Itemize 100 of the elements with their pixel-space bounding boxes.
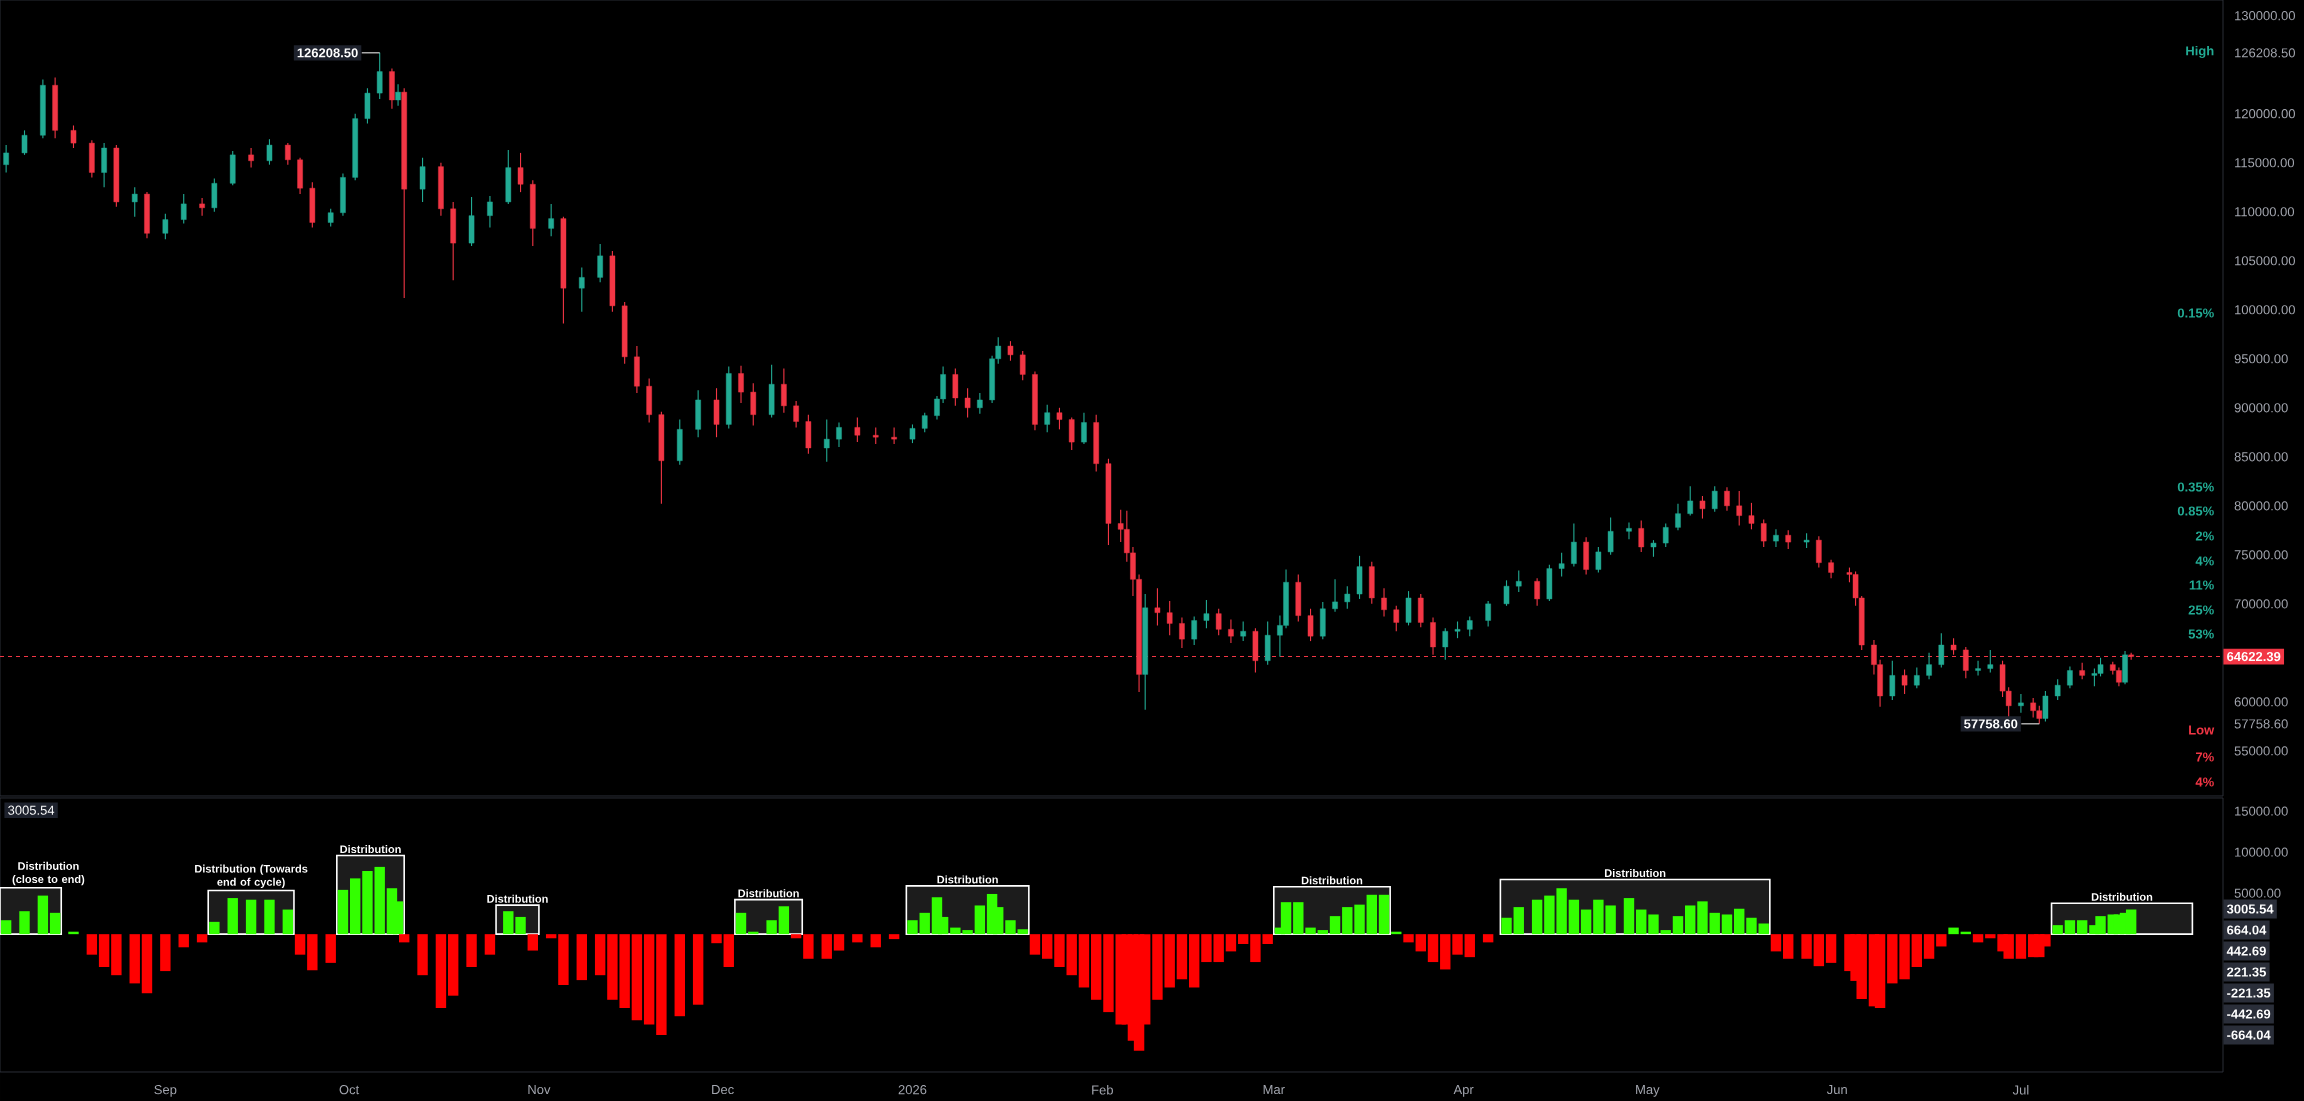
candlestick [1442, 627, 1449, 661]
candlestick [1191, 616, 1197, 646]
candlestick [1534, 577, 1540, 607]
candlestick [1901, 668, 1908, 695]
bar [1636, 909, 1647, 935]
bar [821, 934, 832, 959]
bar [417, 934, 428, 976]
candlestick [3, 144, 9, 174]
annotation: 0.15% [2177, 308, 2214, 318]
bar [1672, 916, 1684, 935]
bar [307, 934, 318, 971]
candlestick [1007, 340, 1014, 362]
y-tick-label: 70000.00 [2234, 599, 2288, 609]
bar [1580, 909, 1592, 935]
bar [0, 920, 12, 935]
bar [337, 889, 349, 935]
bar [1078, 934, 1090, 988]
annotation: 0.35% [2177, 482, 2214, 492]
bar [2015, 934, 2027, 959]
candlestick [1638, 519, 1645, 553]
bar [1403, 934, 1414, 943]
candlestick [1785, 529, 1791, 550]
y-tick-label: 85000.00 [2234, 452, 2288, 462]
annotation: 0.85% [2177, 506, 2214, 516]
bar [919, 912, 930, 935]
candlestick [1056, 407, 1063, 430]
bar [2076, 920, 2088, 935]
bar [1648, 914, 1659, 935]
bar [1342, 907, 1353, 935]
bar [196, 934, 208, 943]
band-label: Distribution [2091, 892, 2153, 901]
text: -442.69 [2227, 1009, 2271, 1019]
bar [790, 934, 802, 939]
bar [558, 934, 569, 986]
candlestick [854, 417, 861, 443]
candlestick [781, 368, 787, 414]
candlestick [1687, 485, 1693, 517]
bar [1911, 934, 1923, 967]
candlestick [1081, 412, 1087, 445]
candlestick [977, 392, 983, 415]
bar [1746, 917, 1757, 935]
candlestick [1626, 521, 1632, 540]
candlestick [1699, 495, 1706, 520]
bar [1923, 934, 1935, 959]
bar [86, 934, 98, 955]
bar [282, 909, 294, 935]
candlestick [1760, 518, 1767, 548]
bar [1329, 916, 1341, 935]
annotation: 7% [2195, 752, 2214, 762]
bar [1427, 934, 1439, 963]
candlestick [1332, 578, 1338, 613]
bar [435, 934, 447, 1008]
y-tick-label: 57758.60 [2234, 719, 2288, 729]
x-tick-label: Jul [2012, 1085, 2029, 1095]
candlestick [1773, 528, 1779, 548]
candlestick [199, 197, 205, 217]
candlestick [1675, 503, 1681, 531]
bar [325, 934, 336, 963]
text: -664.04 [2227, 1030, 2271, 1040]
bar [209, 921, 220, 935]
bar [723, 934, 734, 967]
candlestick [1607, 517, 1614, 556]
x-tick-label: Apr [1453, 1085, 1474, 1097]
chart-title: 3005.54 [8, 805, 55, 815]
candlestick [131, 186, 138, 218]
bar [1801, 934, 1812, 959]
candlestick [1736, 490, 1742, 526]
bar [484, 934, 496, 955]
bar [49, 912, 61, 935]
candlestick [1503, 579, 1510, 607]
x-tick-label: Nov [528, 1085, 551, 1095]
text: 442.69 [2226, 946, 2266, 956]
bar [1501, 917, 1512, 935]
annotation: 4% [2195, 777, 2214, 787]
candlestick [248, 147, 254, 169]
candlestick [1711, 485, 1718, 513]
bar [447, 934, 459, 996]
bar [398, 934, 410, 943]
bar [178, 934, 189, 948]
y-tick-label: 110000.00 [2235, 207, 2295, 217]
candlestick [1344, 585, 1351, 610]
candlestick [419, 157, 426, 203]
y-tick-label: 60000.00 [2234, 697, 2288, 707]
bar [631, 934, 643, 1021]
band-label: Distribution (Towards end of cycle) [195, 864, 308, 889]
bar [1452, 934, 1463, 955]
candlestick [1889, 660, 1896, 701]
bar [643, 934, 655, 1025]
bar [692, 934, 704, 1005]
y-tick-label: 55000.00 [2234, 746, 2288, 756]
candlestick [1558, 552, 1565, 577]
bar [545, 934, 557, 939]
x-tick-label: Jun [1826, 1085, 1847, 1095]
text: 3005.54 [2226, 904, 2274, 914]
bar [1758, 923, 1769, 935]
bar [735, 912, 747, 935]
candlestick [921, 412, 928, 433]
bar [1623, 898, 1635, 935]
candlestick [1166, 600, 1173, 636]
bar [711, 934, 722, 944]
